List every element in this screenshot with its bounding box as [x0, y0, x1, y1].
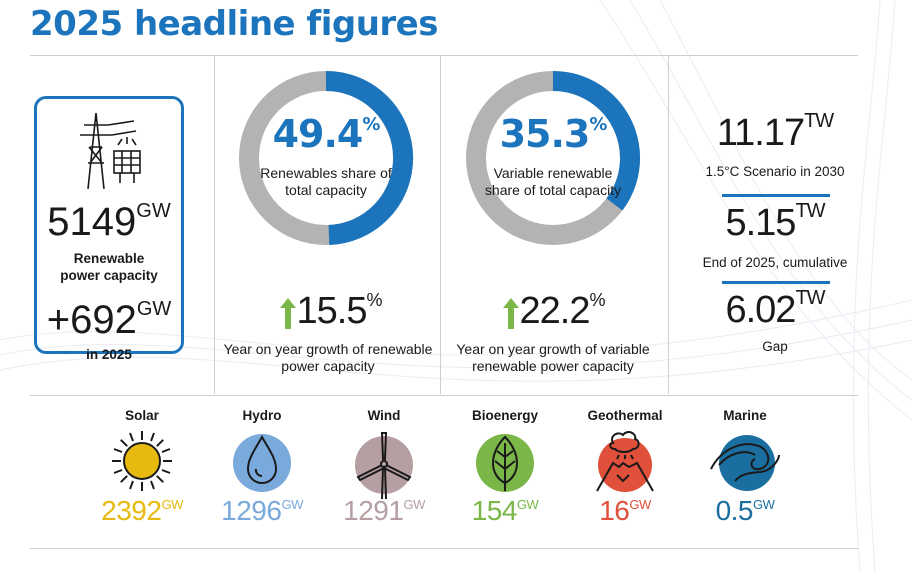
variable-share-donut: [466, 71, 640, 245]
source-solar: Solar 2392GW: [87, 408, 197, 527]
renewables-growth: 15.5%: [255, 290, 405, 333]
source-name: Geothermal: [587, 408, 663, 423]
divider: [214, 56, 215, 394]
variable-share-value: 35.3%: [499, 112, 608, 156]
source-hydro: Hydro 1296GW: [207, 408, 317, 527]
source-wind: Wind 1291GW: [329, 408, 439, 527]
divider: [440, 56, 441, 394]
wave-icon: [710, 435, 780, 491]
source-unit: GW: [516, 497, 539, 512]
variable-share-label: Variable renewable share of total capaci…: [484, 165, 622, 198]
source-unit: GW: [403, 497, 425, 512]
power-solar-icon: [80, 112, 141, 190]
source-unit: GW: [161, 497, 183, 512]
added-capacity-unit: GW: [136, 298, 172, 320]
capacity-unit: GW: [136, 200, 171, 222]
source-value: 154GW: [471, 495, 539, 526]
capacity-card: 5149GW Renewable power capacity +692GW i…: [34, 96, 184, 362]
source-value: 0.5GW: [715, 495, 775, 526]
title-divider: [30, 55, 858, 56]
source-geothermal: Geothermal 16GW: [570, 408, 680, 527]
renewables-share-label: Renewables share of total capacity: [260, 165, 392, 198]
bottom-divider: [30, 548, 858, 549]
source-unit: GW: [629, 497, 651, 512]
target-2030-label: 1.5°C Scenario in 2030: [705, 164, 845, 179]
variable-share-unit: %: [589, 114, 607, 135]
renewables-share-unit: %: [362, 114, 380, 135]
added-capacity-label: in 2025: [86, 347, 132, 362]
divider: [668, 56, 669, 394]
source-marine: Marine 0.5GW: [690, 408, 800, 527]
separator-line: [722, 281, 830, 284]
renewables-growth-unit: %: [366, 290, 382, 310]
wind-turbine-icon: [355, 432, 413, 500]
source-value: 16GW: [599, 495, 651, 526]
variable-growth: 22.2%: [478, 290, 628, 333]
source-value: 1291GW: [343, 495, 425, 526]
up-arrow-icon: [279, 297, 296, 329]
variable-growth-value: 22.2: [519, 290, 591, 332]
separator-line: [722, 194, 830, 197]
renewables-growth-label: Year on year growth of renewable power c…: [223, 341, 433, 374]
renewables-share-donut: [239, 70, 414, 245]
capacity-value: 5149: [47, 200, 137, 244]
source-name: Solar: [125, 408, 159, 423]
gap-unit: TW: [795, 287, 825, 309]
source-unit: GW: [753, 497, 775, 512]
leaf-icon: [476, 434, 534, 492]
end-2025-label: End of 2025, cumulative: [702, 255, 848, 270]
source-name: Marine: [723, 408, 767, 423]
variable-share-arc: [552, 71, 640, 211]
end-2025-unit: TW: [795, 200, 825, 222]
added-capacity-value: +692: [46, 298, 137, 342]
capacity-label: Renewable power capacity: [60, 251, 158, 283]
renewables-growth-value: 15.5: [296, 290, 368, 332]
up-arrow-icon: [502, 297, 519, 329]
water-drop-icon: [233, 434, 291, 492]
page-title: 2025 headline figures: [30, 4, 438, 44]
target-2030-unit: TW: [804, 110, 834, 132]
source-unit: GW: [281, 497, 303, 512]
source-value: 1296GW: [221, 495, 303, 526]
section-divider: [30, 395, 858, 396]
source-value: 2392GW: [101, 495, 183, 526]
sun-icon: [112, 431, 172, 491]
gap-label: Gap: [762, 339, 788, 354]
source-name: Hydro: [242, 408, 282, 423]
renewables-share-arc: [325, 70, 414, 245]
target-2030-value: 11.17TW: [716, 110, 834, 154]
source-bioenergy: Bioenergy 154GW: [450, 408, 560, 527]
end-2025-value: 5.15TW: [725, 200, 825, 244]
variable-growth-unit: %: [589, 290, 605, 310]
volcano-icon: [596, 431, 654, 492]
gap-value: 6.02TW: [725, 287, 825, 331]
renewables-share-value: 49.4%: [272, 112, 381, 156]
source-name: Wind: [367, 408, 401, 423]
source-name: Bioenergy: [471, 408, 539, 423]
variable-growth-label: Year on year growth of variable renewabl…: [456, 341, 650, 374]
